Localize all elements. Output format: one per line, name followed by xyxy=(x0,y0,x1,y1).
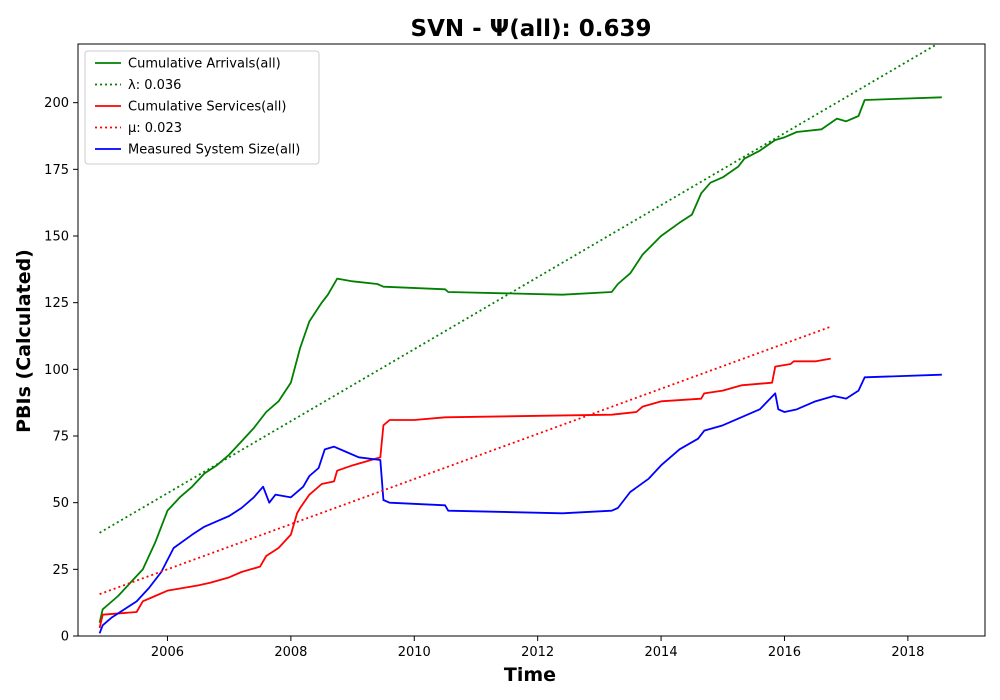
legend-entry: Cumulative Services(all) xyxy=(95,100,286,115)
y-axis-ticks: 0 25 50 75 100 125 150 175 200 xyxy=(44,96,78,645)
x-tick-label: 2016 xyxy=(768,645,801,660)
series-layer xyxy=(98,44,942,634)
y-tick-label: 25 xyxy=(52,563,69,578)
y-tick-label: 125 xyxy=(44,296,69,311)
series-line-measured-system-size-all xyxy=(98,373,942,634)
legend: Cumulative Arrivals(all) λ: 0.036 Cumulati… xyxy=(84,50,320,165)
y-tick-label: 50 xyxy=(52,496,69,511)
y-tick-label: 150 xyxy=(44,230,69,245)
legend-label: μ: 0.023 xyxy=(128,121,182,136)
legend-entry: λ: 0.036 xyxy=(95,78,181,93)
x-tick-label: 2008 xyxy=(274,645,307,660)
x-tick-label: 2010 xyxy=(398,645,431,660)
legend-label: λ: 0.036 xyxy=(128,78,181,93)
series-line-cumulative-arrivals-all xyxy=(98,96,942,623)
legend-box xyxy=(84,50,320,165)
y-axis-label: PBIs (Calculated) xyxy=(13,249,35,433)
y-tick-label: 175 xyxy=(44,163,69,178)
x-axis-label: Time xyxy=(504,664,556,686)
x-tick-label: 2014 xyxy=(645,645,678,660)
y-tick-label: 200 xyxy=(44,96,69,111)
legend-label: Measured System Size(all) xyxy=(128,143,300,158)
legend-label: Cumulative Arrivals(all) xyxy=(128,57,281,72)
legend-entry: Measured System Size(all) xyxy=(95,143,300,158)
chart-title: SVN - Ψ(all): 0.639 xyxy=(411,16,652,42)
legend-entry: Cumulative Arrivals(all) xyxy=(95,57,281,72)
legend-entry: μ: 0.023 xyxy=(95,121,182,136)
x-tick-label: 2018 xyxy=(891,645,924,660)
x-tick-label: 2012 xyxy=(521,645,554,660)
y-tick-label: 0 xyxy=(61,630,69,645)
plot-frame xyxy=(77,43,986,637)
x-axis-ticks: 2006 2008 2010 2012 2014 2016 2018 xyxy=(151,636,924,660)
y-tick-label: 75 xyxy=(52,430,69,445)
y-tick-label: 100 xyxy=(44,363,69,378)
x-tick-label: 2006 xyxy=(151,645,184,660)
series-line-cumulative-services-all xyxy=(98,357,831,629)
legend-label: Cumulative Services(all) xyxy=(128,100,286,115)
